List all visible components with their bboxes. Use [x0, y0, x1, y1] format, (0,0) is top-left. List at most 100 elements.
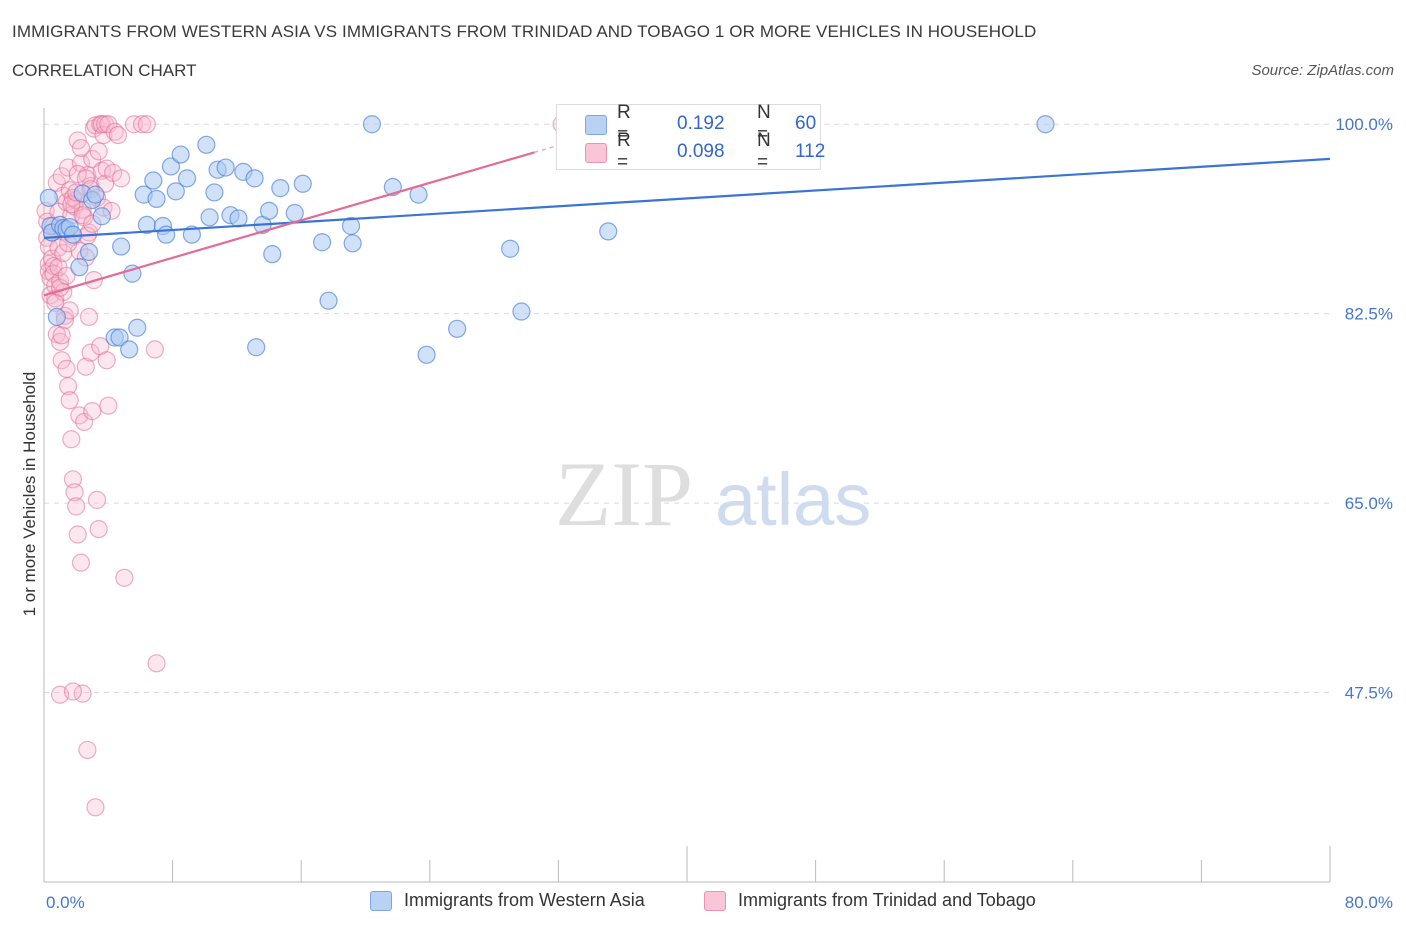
pink-data-point	[57, 359, 76, 378]
source-credit: Source: ZipAtlas.com	[1251, 62, 1394, 79]
pink-data-point	[137, 115, 156, 134]
bottom-legend-blue: Immigrants from Western Asia	[370, 890, 645, 911]
blue-data-point	[216, 158, 235, 177]
blue-data-point	[39, 188, 58, 207]
legend-n-label: N =	[757, 102, 771, 145]
blue-data-point	[200, 208, 219, 227]
blue-data-point	[157, 225, 176, 244]
blue-data-point	[285, 203, 304, 223]
blue-data-point	[92, 207, 111, 226]
blue-data-point	[312, 233, 332, 252]
watermark-atlas: atlas	[715, 458, 871, 541]
legend-swatch-blue	[585, 115, 607, 135]
blue-data-point	[110, 328, 129, 347]
pink-data-point	[97, 351, 116, 370]
pink-data-point	[71, 553, 91, 572]
pink-data-point	[76, 357, 95, 376]
legend-n-value: 112	[795, 141, 826, 162]
pink-data-point	[68, 525, 87, 544]
x-tick-labels: 0.0% 80.0%	[46, 893, 1393, 912]
blue-data-point	[343, 234, 362, 253]
blue-data-point	[70, 258, 89, 277]
pink-data-point	[147, 654, 166, 673]
legend-n-label: N =	[757, 130, 771, 173]
pink-data-point	[83, 402, 102, 421]
blue-data-point	[161, 157, 181, 176]
blue-data-point	[177, 169, 197, 188]
pink-data-point	[89, 142, 108, 161]
blue-data-point	[512, 302, 531, 321]
pink-data-point	[67, 497, 86, 516]
blue-data-point	[79, 242, 99, 262]
blue-data-point	[1036, 115, 1055, 134]
pink-data-point	[63, 470, 83, 489]
pink-data-point	[132, 115, 152, 134]
pink-data-point	[78, 740, 97, 760]
pink-data-point	[89, 519, 108, 539]
pink-data-point	[79, 307, 99, 327]
chart-title: IMMIGRANTS FROM WESTERN ASIA VS IMMIGRAN…	[12, 22, 1037, 41]
blue-data-point	[205, 183, 224, 202]
legend-n-value: 60	[795, 113, 817, 134]
pink-data-point	[108, 125, 128, 145]
blue-data-point	[417, 345, 436, 364]
pink-data-point	[83, 149, 102, 168]
legend-r-label: R =	[617, 102, 631, 145]
blue-data-point	[182, 225, 201, 244]
blue-data-point	[293, 174, 312, 193]
pink-data-point	[49, 238, 68, 257]
blue-data-point	[263, 245, 282, 264]
blue-data-point	[120, 340, 139, 359]
pink-data-point	[99, 396, 118, 415]
pink-data-point	[65, 483, 84, 502]
pink-data-point	[62, 430, 81, 449]
bottom-legend-label-blue: Immigrants from Western Asia	[404, 890, 645, 910]
blue-data-point	[128, 318, 147, 337]
blue-data-point	[166, 182, 185, 201]
bottom-legend-label-pink: Immigrants from Trinidad and Tobago	[738, 890, 1036, 910]
blue-data-point	[86, 185, 105, 204]
stats-legend: R = 0.192 N = 60 R = 0.098 N = 112	[556, 102, 825, 173]
blue-data-point	[197, 135, 216, 154]
zipatlas-watermark: ZIP atlas	[555, 443, 871, 545]
y-tick-labels: 47.5% 65.0% 82.5% 100.0%	[1335, 115, 1393, 702]
blue-data-point	[147, 189, 166, 209]
pink-data-point	[62, 195, 81, 214]
pink-data-point	[86, 798, 105, 817]
blue-data-point	[245, 169, 264, 188]
blue-data-point	[112, 237, 131, 256]
y-axis-title: 1 or more Vehicles in Household	[20, 372, 39, 617]
pink-data-point	[52, 326, 71, 345]
pink-data-point	[112, 169, 131, 188]
pink-data-point	[59, 377, 78, 396]
pink-trend-line	[43, 151, 535, 297]
blue-data-point	[144, 171, 163, 190]
bottom-legend-swatch-pink	[704, 890, 726, 911]
pink-data-point	[81, 343, 100, 362]
y-tick-label: 100.0%	[1335, 115, 1393, 134]
blue-data-point	[362, 115, 382, 134]
x-tick-label-max: 80.0%	[1345, 893, 1393, 912]
blue-series-points	[39, 115, 1055, 364]
legend-r-value: 0.192	[677, 113, 725, 134]
blue-data-point	[229, 209, 248, 228]
blue-data-point	[171, 145, 190, 164]
blue-data-point	[599, 222, 618, 241]
pink-data-point	[54, 243, 73, 263]
pink-data-point	[145, 340, 165, 359]
bottom-legend-swatch-blue	[370, 890, 392, 911]
chart-subtitle: CORRELATION CHART	[12, 61, 197, 80]
bottom-legend-pink: Immigrants from Trinidad and Tobago	[704, 890, 1036, 911]
blue-data-point	[319, 291, 338, 310]
blue-data-point	[448, 319, 467, 338]
pink-data-point	[105, 122, 124, 141]
blue-trend-line	[43, 157, 1331, 240]
watermark-zip: ZIP	[555, 443, 693, 545]
pink-data-point	[52, 351, 71, 370]
legend-swatch-pink	[585, 143, 607, 163]
blue-data-point	[259, 201, 279, 220]
pink-data-point	[50, 332, 70, 351]
pink-data-point	[63, 682, 83, 701]
legend-r-value: 0.098	[677, 141, 725, 162]
